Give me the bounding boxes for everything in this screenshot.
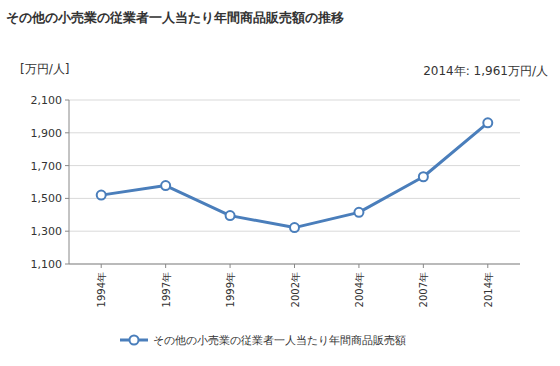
y-tick [65, 165, 69, 166]
point [419, 172, 428, 181]
x-tick [294, 264, 295, 268]
y-tick [65, 264, 69, 265]
x-tick-label: 1994年 [96, 272, 107, 307]
point [290, 223, 299, 232]
x-tick [101, 264, 102, 268]
chart-container: その他の小売業の従業者一人当たり年間商品販売額の推移 [万円/人] 2014年: 1… [0, 0, 560, 366]
y-tick-label: 1,700 [31, 160, 63, 173]
grid-line [69, 198, 520, 199]
x-tick-label: 1999年 [225, 272, 236, 307]
chart-svg: その他の小売業の従業者一人当たり年間商品販売額の推移 [万円/人] 2014年: 1… [0, 0, 560, 366]
legend-marker [130, 336, 139, 345]
x-tick-label: 2014年 [483, 272, 494, 307]
point [161, 181, 170, 190]
grid-line [69, 165, 520, 166]
y-tick [65, 100, 69, 101]
y-tick [65, 198, 69, 199]
y-tick-label: 1,900 [31, 127, 63, 140]
x-tick [165, 264, 166, 268]
point [483, 118, 492, 127]
x-tick [358, 264, 359, 268]
y-tick-label: 1,100 [31, 258, 63, 271]
y-tick-label: 1,300 [31, 225, 63, 238]
x-tick [230, 264, 231, 268]
legend-label: その他の小売業の従業者一人当たり年間商品販売額 [153, 334, 406, 347]
grid-line [69, 100, 520, 101]
x-tick [423, 264, 424, 268]
annotation: 2014年: 1,961万円/人 [423, 64, 548, 78]
y-tick-label: 1,500 [31, 192, 63, 205]
y-tick-label: 2,100 [31, 94, 63, 107]
y-axis [69, 100, 70, 264]
point [226, 211, 235, 220]
point [97, 191, 106, 200]
x-tick [487, 264, 488, 268]
point [354, 208, 363, 217]
x-tick-label: 2002年 [290, 272, 301, 307]
title: その他の小売業の従業者一人当たり年間商品販売額の推移 [6, 10, 344, 25]
grid-line [69, 132, 520, 133]
y-label: [万円/人] [20, 62, 69, 76]
y-tick [65, 231, 69, 232]
x-tick-label: 2007年 [418, 272, 429, 307]
plot-area [97, 118, 493, 232]
x-tick-label: 2004年 [354, 272, 365, 307]
y-tick [65, 132, 69, 133]
series-line [101, 123, 488, 228]
x-tick-label: 1997年 [161, 272, 172, 307]
